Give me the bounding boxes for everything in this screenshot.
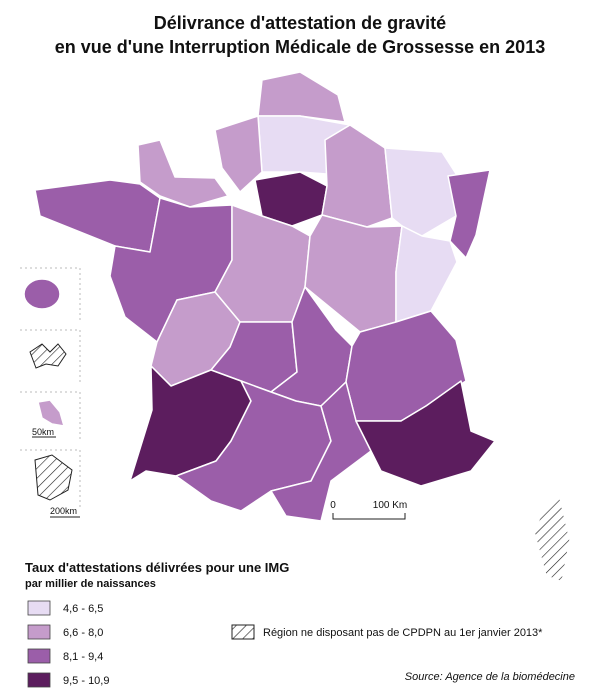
region	[214, 115, 263, 193]
legend-label: 4,6 - 6,5	[63, 603, 103, 615]
region	[23, 278, 61, 310]
region	[34, 179, 161, 253]
overseas-hatched	[29, 343, 67, 369]
legend-label: 6,6 - 8,0	[63, 627, 103, 639]
region	[355, 380, 496, 487]
scale-bar	[332, 513, 406, 520]
region	[257, 71, 346, 123]
region	[37, 399, 65, 427]
region	[384, 147, 461, 237]
scale-label: 0	[330, 500, 336, 511]
title-line: en vue d'une Interruption Médicale de Gr…	[55, 37, 545, 57]
france-map	[23, 71, 571, 583]
hatch-swatch	[231, 624, 255, 640]
inset-separators	[20, 267, 81, 510]
source: Source: Agence de la biomédecine	[405, 671, 575, 683]
legend-label: 8,1 - 9,4	[63, 651, 103, 663]
scale-label: 100 Km	[373, 500, 407, 511]
scale-label: 200km	[50, 506, 77, 516]
region	[395, 225, 458, 323]
corsica	[533, 497, 571, 583]
legend-label: 9,5 - 10,9	[63, 675, 109, 687]
region	[270, 381, 372, 522]
scale-label: 50km	[32, 427, 54, 437]
region	[321, 124, 393, 228]
region	[175, 380, 332, 512]
legend-swatch	[27, 672, 51, 688]
legend-title: Taux d'attestations délivrées pour une I…	[25, 560, 289, 575]
legend-swatch	[27, 648, 51, 664]
overseas-hatched	[34, 454, 73, 501]
region	[447, 169, 491, 259]
legend-swatch	[27, 624, 51, 640]
legend-swatch	[27, 600, 51, 616]
region	[137, 139, 229, 208]
legend-subtitle: par millier de naissances	[25, 578, 156, 590]
title-line: Délivrance d'attestation de gravité	[154, 13, 446, 33]
hatch-note: Région ne disposant pas de CPDPN au 1er …	[263, 627, 543, 639]
legend: 4,6 - 6,5 6,6 - 8,0 8,1 - 9,4 9,5 - 10,9	[27, 600, 109, 688]
